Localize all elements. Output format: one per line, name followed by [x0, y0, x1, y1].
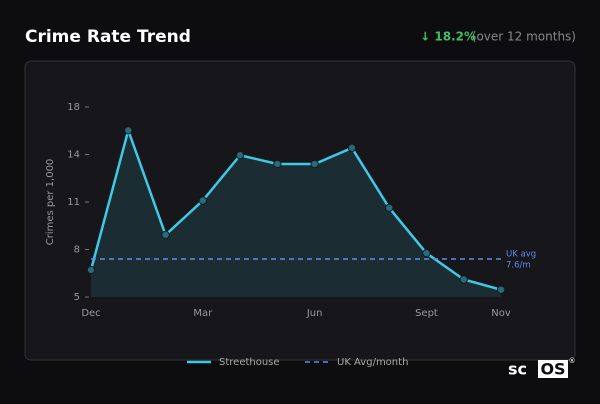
- point-ring: [311, 160, 319, 168]
- brand: sc: [508, 360, 527, 379]
- brand-box: [538, 360, 568, 378]
- change-note: (over 12 months): [472, 30, 576, 44]
- reference-label: 7.6/m: [506, 261, 531, 271]
- point: [198, 196, 207, 205]
- point-ring: [385, 204, 393, 212]
- brand-box-text: OS: [540, 360, 565, 379]
- point-ring: [497, 286, 505, 294]
- point-ring: [273, 160, 281, 168]
- point: [235, 151, 245, 160]
- point: [347, 143, 357, 153]
- x-tick-label: Sept: [415, 308, 438, 319]
- point: [310, 159, 319, 169]
- point-ring: [236, 151, 244, 159]
- point: [273, 159, 282, 169]
- title: Crime Rate Trend: [25, 27, 191, 47]
- brand-mark: ®: [569, 357, 576, 365]
- point-ring: [460, 275, 468, 283]
- area: [91, 130, 501, 297]
- x-tick-label: Nov: [491, 308, 511, 319]
- y-tick-label: 18: [67, 102, 80, 113]
- point: [385, 203, 394, 212]
- x-tick-label: Mar: [193, 308, 213, 319]
- reference-label: UK avg: [506, 250, 536, 260]
- change: ↓ 18.2%: [420, 30, 476, 44]
- point-ring: [199, 197, 207, 205]
- point: [124, 126, 133, 135]
- point-ring: [162, 231, 170, 239]
- y-tick-label: 14: [67, 150, 80, 161]
- legend-label: Streethouse: [219, 357, 280, 368]
- line: [89, 126, 502, 291]
- y-tick-label: 5: [74, 292, 80, 303]
- point: [161, 230, 170, 239]
- y-tick-label: 8: [74, 245, 80, 256]
- point: [496, 285, 506, 294]
- x-tick-label: Dec: [81, 308, 100, 319]
- card: [24, 60, 576, 361]
- y-axis-title: Crimes per 1,000: [45, 159, 56, 246]
- point: [86, 265, 96, 275]
- point: [459, 275, 468, 284]
- point-ring: [422, 249, 430, 257]
- point-ring: [124, 126, 132, 134]
- point: [422, 249, 431, 258]
- y-tick-label: 11: [67, 197, 80, 208]
- plot: 5 8 11 14 18 Crimes per 1,000 Dec Mar Jun Sept Nov…: [45, 102, 536, 368]
- point-ring: [348, 144, 356, 152]
- point-ring: [87, 266, 95, 274]
- legend-label: UK Avg/month: [337, 357, 408, 368]
- x-tick-label: Jun: [306, 308, 323, 319]
